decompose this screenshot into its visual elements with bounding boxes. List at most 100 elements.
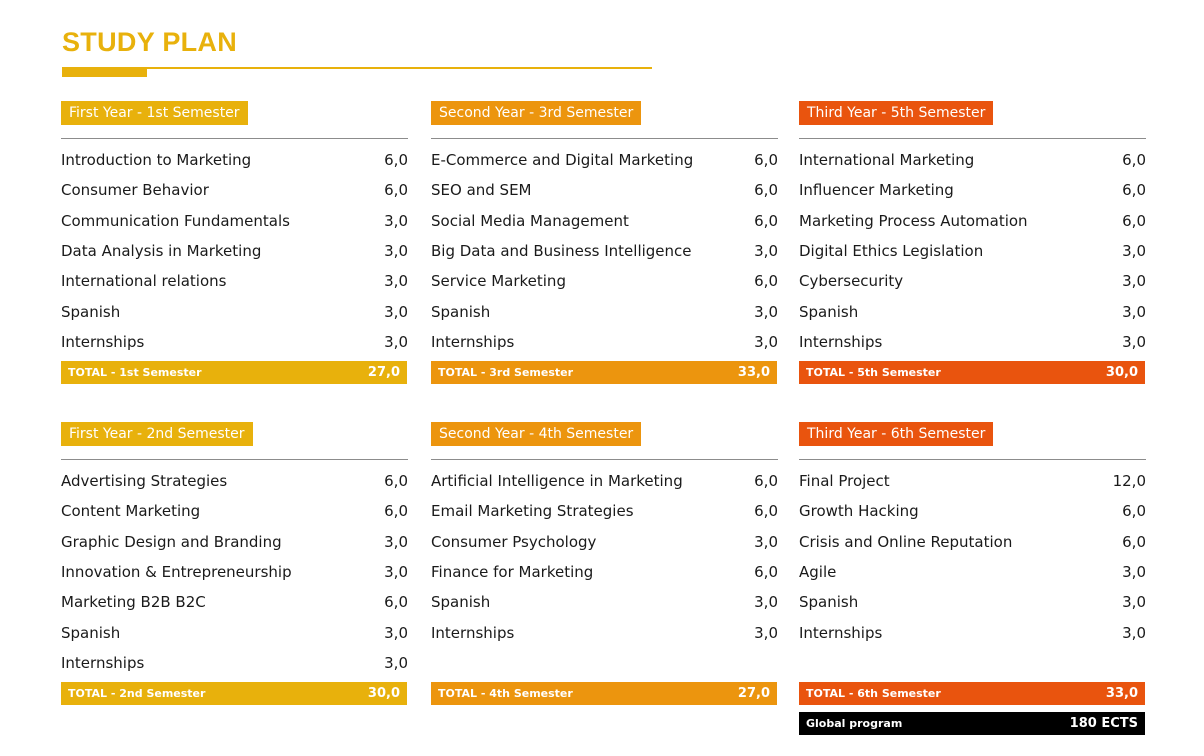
course-name: Social Media Management	[431, 211, 629, 230]
course-list: Advertising Strategies 6,0 Content Marketi…	[61, 466, 408, 678]
semester-header: First Year - 2nd Semester	[61, 422, 253, 446]
course-list: Introduction to Marketing 6,0 Consumer Beh…	[61, 145, 408, 357]
course-name: Service Marketing	[431, 272, 566, 291]
course-credits: 3,0	[1122, 302, 1146, 321]
course-name: Spanish	[799, 302, 859, 321]
course-row: Growth Hacking 6,0	[799, 496, 1146, 526]
semester-header: Third Year - 5th Semester	[799, 101, 994, 125]
global-label: Global program	[806, 717, 903, 730]
course-credits: 3,0	[384, 532, 408, 551]
course-credits: 6,0	[1122, 151, 1146, 170]
total-label: TOTAL - 3rd Semester	[438, 366, 574, 379]
course-name: Finance for Marketing	[431, 563, 594, 582]
total-label: TOTAL - 5th Semester	[806, 366, 941, 379]
course-credits: 6,0	[384, 502, 408, 521]
course-name: Spanish	[61, 623, 121, 642]
total-value: 33,0	[1105, 686, 1138, 701]
course-credits: 3,0	[1122, 332, 1146, 351]
title-accent-bar	[62, 69, 147, 77]
course-name: Communication Fundamentals	[61, 211, 290, 230]
course-credits: 3,0	[384, 653, 408, 672]
course-credits: 3,0	[754, 242, 778, 261]
semester-total-3: TOTAL - 3rd Semester 33,0	[431, 361, 777, 384]
course-row: Marketing Process Automation 6,0	[799, 206, 1146, 236]
course-credits: 3,0	[384, 211, 408, 230]
course-row: Communication Fundamentals 3,0	[61, 206, 408, 236]
semester-header: Third Year - 6th Semester	[799, 422, 994, 446]
course-credits: 3,0	[1122, 623, 1146, 642]
course-row: Innovation & Entrepreneurship 3,0	[61, 557, 408, 587]
course-row: International relations 3,0	[61, 266, 408, 296]
course-name: Internships	[799, 332, 883, 351]
course-row: Spanish 3,0	[61, 296, 408, 326]
course-row: Advertising Strategies 6,0	[61, 466, 408, 496]
semester-total-5: TOTAL - 5th Semester 30,0	[799, 361, 1145, 384]
course-credits: 6,0	[384, 181, 408, 200]
total-value: 33,0	[737, 365, 770, 380]
semester-block-5: Third Year - 5th Semester International …	[799, 101, 1146, 357]
course-row: Internships 3,0	[799, 327, 1146, 357]
course-row: Content Marketing 6,0	[61, 496, 408, 526]
course-row: International Marketing 6,0	[799, 145, 1146, 175]
course-credits: 3,0	[1122, 563, 1146, 582]
semester-total-4: TOTAL - 4th Semester 27,0	[431, 682, 777, 705]
course-row: Internships 3,0	[431, 327, 778, 357]
semester-divider	[431, 138, 778, 139]
course-name: Internships	[431, 623, 515, 642]
course-row: Spanish 3,0	[799, 587, 1146, 617]
course-row: SEO and SEM 6,0	[431, 175, 778, 205]
semester-divider	[61, 138, 408, 139]
course-row: Internships 3,0	[61, 648, 408, 678]
course-list: E-Commerce and Digital Marketing 6,0 SEO a…	[431, 145, 778, 357]
course-credits: 3,0	[754, 623, 778, 642]
title-underline	[62, 67, 652, 69]
course-row: Internships 3,0	[431, 617, 778, 647]
semester-divider	[799, 138, 1146, 139]
course-credits: 3,0	[754, 593, 778, 612]
course-name: Influencer Marketing	[799, 181, 954, 200]
semester-total-6: TOTAL - 6th Semester 33,0	[799, 682, 1145, 705]
course-name: Agile	[799, 563, 837, 582]
course-name: Internships	[799, 623, 883, 642]
course-credits: 3,0	[1122, 593, 1146, 612]
course-list: Artificial Intelligence in Marketing 6,0 E…	[431, 466, 778, 648]
total-value: 30,0	[1105, 365, 1138, 380]
course-credits: 6,0	[754, 563, 778, 582]
semester-divider	[431, 459, 778, 460]
course-row: Internships 3,0	[799, 617, 1146, 647]
course-credits: 6,0	[1122, 181, 1146, 200]
course-credits: 3,0	[384, 563, 408, 582]
course-credits: 6,0	[754, 211, 778, 230]
course-row: Consumer Behavior 6,0	[61, 175, 408, 205]
total-label: TOTAL - 2nd Semester	[68, 687, 206, 700]
course-credits: 6,0	[754, 151, 778, 170]
semester-block-2: First Year - 2nd Semester Advertising St…	[61, 422, 408, 678]
course-row: Artificial Intelligence in Marketing 6,0	[431, 466, 778, 496]
course-credits: 3,0	[384, 242, 408, 261]
total-label: TOTAL - 6th Semester	[806, 687, 941, 700]
course-name: Data Analysis in Marketing	[61, 242, 262, 261]
course-row: Spanish 3,0	[799, 296, 1146, 326]
course-row: Agile 3,0	[799, 557, 1146, 587]
course-name: Artificial Intelligence in Marketing	[431, 472, 683, 491]
course-credits: 6,0	[1122, 211, 1146, 230]
course-name: Spanish	[431, 593, 491, 612]
course-name: Big Data and Business Intelligence	[431, 242, 692, 261]
semester-header: Second Year - 4th Semester	[431, 422, 642, 446]
course-credits: 6,0	[1122, 502, 1146, 521]
total-value: 27,0	[367, 365, 400, 380]
semester-total-1: TOTAL - 1st Semester 27,0	[61, 361, 407, 384]
course-row: Digital Ethics Legislation 3,0	[799, 236, 1146, 266]
total-label: TOTAL - 1st Semester	[68, 366, 202, 379]
course-name: Content Marketing	[61, 502, 201, 521]
course-name: Internships	[431, 332, 515, 351]
course-row: Finance for Marketing 6,0	[431, 557, 778, 587]
semester-total-2: TOTAL - 2nd Semester 30,0	[61, 682, 407, 705]
semester-block-6: Third Year - 6th Semester Final Project 1…	[799, 422, 1146, 648]
course-name: Consumer Behavior	[61, 181, 209, 200]
course-row: Cybersecurity 3,0	[799, 266, 1146, 296]
course-row: Internships 3,0	[61, 327, 408, 357]
course-row: Influencer Marketing 6,0	[799, 175, 1146, 205]
course-name: Marketing Process Automation	[799, 211, 1028, 230]
course-name: Cybersecurity	[799, 272, 904, 291]
